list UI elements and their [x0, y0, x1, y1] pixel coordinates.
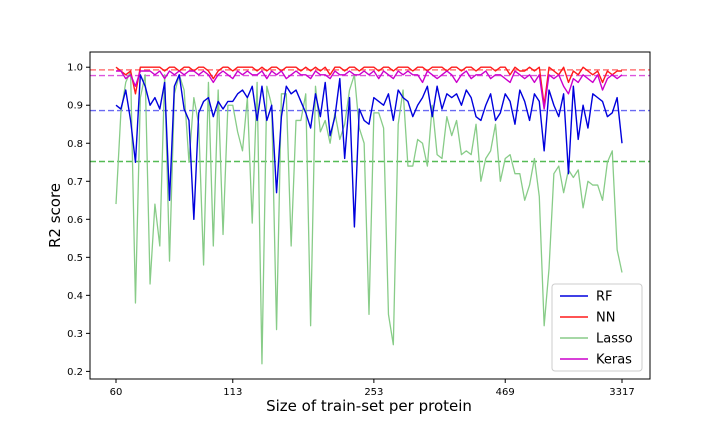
y-tick-label: 0.8 — [67, 139, 83, 150]
series-line-keras — [116, 70, 623, 110]
legend-label-rf: RF — [596, 290, 613, 305]
y-tick-label: 0.6 — [67, 215, 83, 226]
series-line-lasso — [115, 70, 623, 365]
x-tick-label: 113 — [223, 387, 242, 398]
y-tick-label: 0.5 — [67, 253, 83, 264]
x-tick-label: 469 — [496, 387, 515, 398]
legend-label-nn: NN — [596, 311, 615, 326]
legend-box — [551, 283, 643, 372]
y-tick-label: 0.3 — [67, 329, 83, 340]
series-lines — [115, 66, 623, 365]
y-axis-title: R2 score — [46, 183, 64, 248]
series-line-nn — [115, 66, 622, 106]
legend: RF NN Lasso Keras — [551, 283, 643, 372]
y-tick-label: 0.7 — [67, 177, 83, 188]
series-line-rf — [115, 74, 623, 228]
legend-label-lasso: Lasso — [596, 332, 633, 347]
y-tick-label: 0.4 — [67, 291, 83, 302]
legend-label-keras: Keras — [596, 353, 632, 368]
reference-lines — [90, 69, 650, 163]
x-tick-label: 3317 — [609, 387, 634, 398]
y-axis: 0.2 0.3 0.4 0.5 0.6 0.7 0.8 0.9 1.0 — [67, 63, 90, 378]
y-tick-label: 0.2 — [67, 367, 83, 378]
y-tick-label: 1.0 — [67, 63, 83, 74]
x-tick-label: 60 — [110, 387, 123, 398]
x-tick-label: 253 — [364, 387, 383, 398]
x-axis: 60 113 253 469 3317 — [110, 379, 635, 398]
x-axis-title: Size of train-set per protein — [266, 397, 472, 415]
y-tick-label: 0.9 — [67, 101, 83, 112]
plot-area — [89, 51, 651, 380]
